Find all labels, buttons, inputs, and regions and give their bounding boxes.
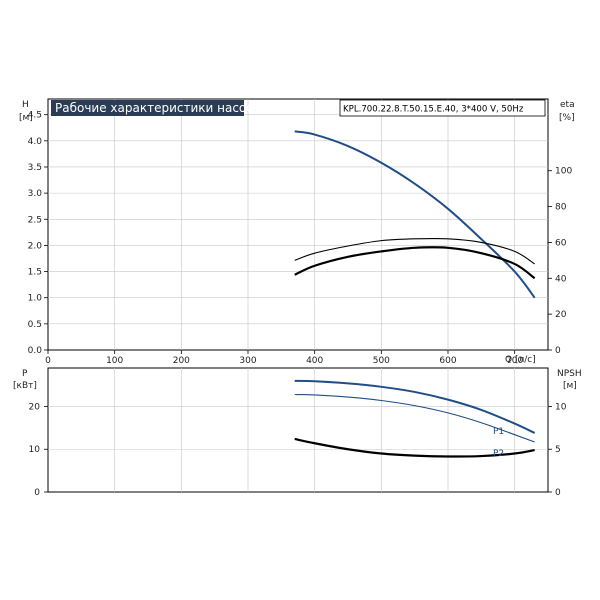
y-axis-unit-p: [кВт] <box>13 381 37 391</box>
y-tick-label-p: 0 <box>34 488 40 498</box>
x-tick-label: 200 <box>173 356 190 366</box>
y2-axis-title-eta: eta <box>560 100 575 110</box>
y-tick-label-p: 20 <box>29 402 41 412</box>
x-tick-label: 400 <box>306 356 323 366</box>
bottom-plot-frame <box>47 367 549 493</box>
bottom-plot-grid <box>48 368 548 492</box>
series-label-p2: P2 <box>493 449 504 459</box>
efficiency-curve-2 <box>294 237 535 265</box>
power-curve-p1 <box>294 379 536 434</box>
top-plot-grid <box>48 99 548 350</box>
x-tick-label: 100 <box>106 356 123 366</box>
y2-tick-label-eta: 100 <box>555 167 572 177</box>
top-plot-series <box>294 130 536 299</box>
y-tick-label-h: 1.5 <box>28 268 42 278</box>
y-tick-label-h: 1.0 <box>28 294 43 304</box>
bottom-plot-series <box>294 379 536 458</box>
x-tick-label: 300 <box>239 356 256 366</box>
y2-axis-title-npsh: NPSH <box>557 369 582 379</box>
y2-tick-label-eta: 0 <box>555 346 561 356</box>
y2-tick-label-eta: 20 <box>555 310 567 320</box>
bottom-plot-ticks: 0 10 20 0 5 10 <box>29 402 567 498</box>
y2-tick-label-npsh: 0 <box>555 488 561 498</box>
series-label-p1: P1 <box>493 427 504 437</box>
y-tick-label-h: 2.5 <box>28 215 42 225</box>
y2-tick-label-eta: 80 <box>555 203 567 213</box>
y-tick-label-h: 3.5 <box>28 163 42 173</box>
x-tick-label: 700 <box>506 356 523 366</box>
y2-tick-label-npsh: 5 <box>555 445 561 455</box>
x-tick-label: 0 <box>45 356 51 366</box>
y-tick-label-h: 3.0 <box>28 189 43 199</box>
x-axis-title: Q [л/с] <box>505 355 536 365</box>
y-axis-title-h: H <box>22 100 29 110</box>
model-label-box <box>339 99 546 117</box>
chart-title-box <box>51 100 244 116</box>
y2-tick-label-eta: 40 <box>555 274 567 284</box>
y2-tick-label-npsh: 10 <box>555 402 567 412</box>
efficiency-curve-1 <box>294 246 536 280</box>
y-tick-label-h: 0.5 <box>28 320 42 330</box>
x-tick-label: 600 <box>439 356 456 366</box>
y2-tick-label-eta: 60 <box>555 238 567 248</box>
npsh-curve <box>294 437 535 458</box>
y2-axis-unit-npsh: [м] <box>563 381 577 391</box>
head-curve-h <box>294 130 536 299</box>
y2-axis-unit-eta: [%] <box>559 113 575 123</box>
chart-title: Рабочие характеристики насоса <box>55 101 260 115</box>
y-axis-unit-h: [м] <box>19 113 33 123</box>
y-tick-label-h: 2.0 <box>28 241 43 251</box>
y-tick-label-h: 4.0 <box>28 137 43 147</box>
x-tick-label: 500 <box>373 356 390 366</box>
y-tick-label-p: 10 <box>29 445 41 455</box>
top-plot-frame <box>47 98 549 351</box>
top-plot-ticks: 0 100 200 300 400 500 600 7000.00.51.01.52.02.5… <box>28 111 573 366</box>
model-label: KPL.700.22.8.T.50.15.E.40, 3*400 V, 50Hz <box>343 105 524 115</box>
y-axis-title-p: P <box>22 369 28 379</box>
power-curve-p2 <box>294 393 535 443</box>
y-tick-label-h: 4.5 <box>28 111 42 121</box>
y-tick-label-h: 0.0 <box>28 346 43 356</box>
